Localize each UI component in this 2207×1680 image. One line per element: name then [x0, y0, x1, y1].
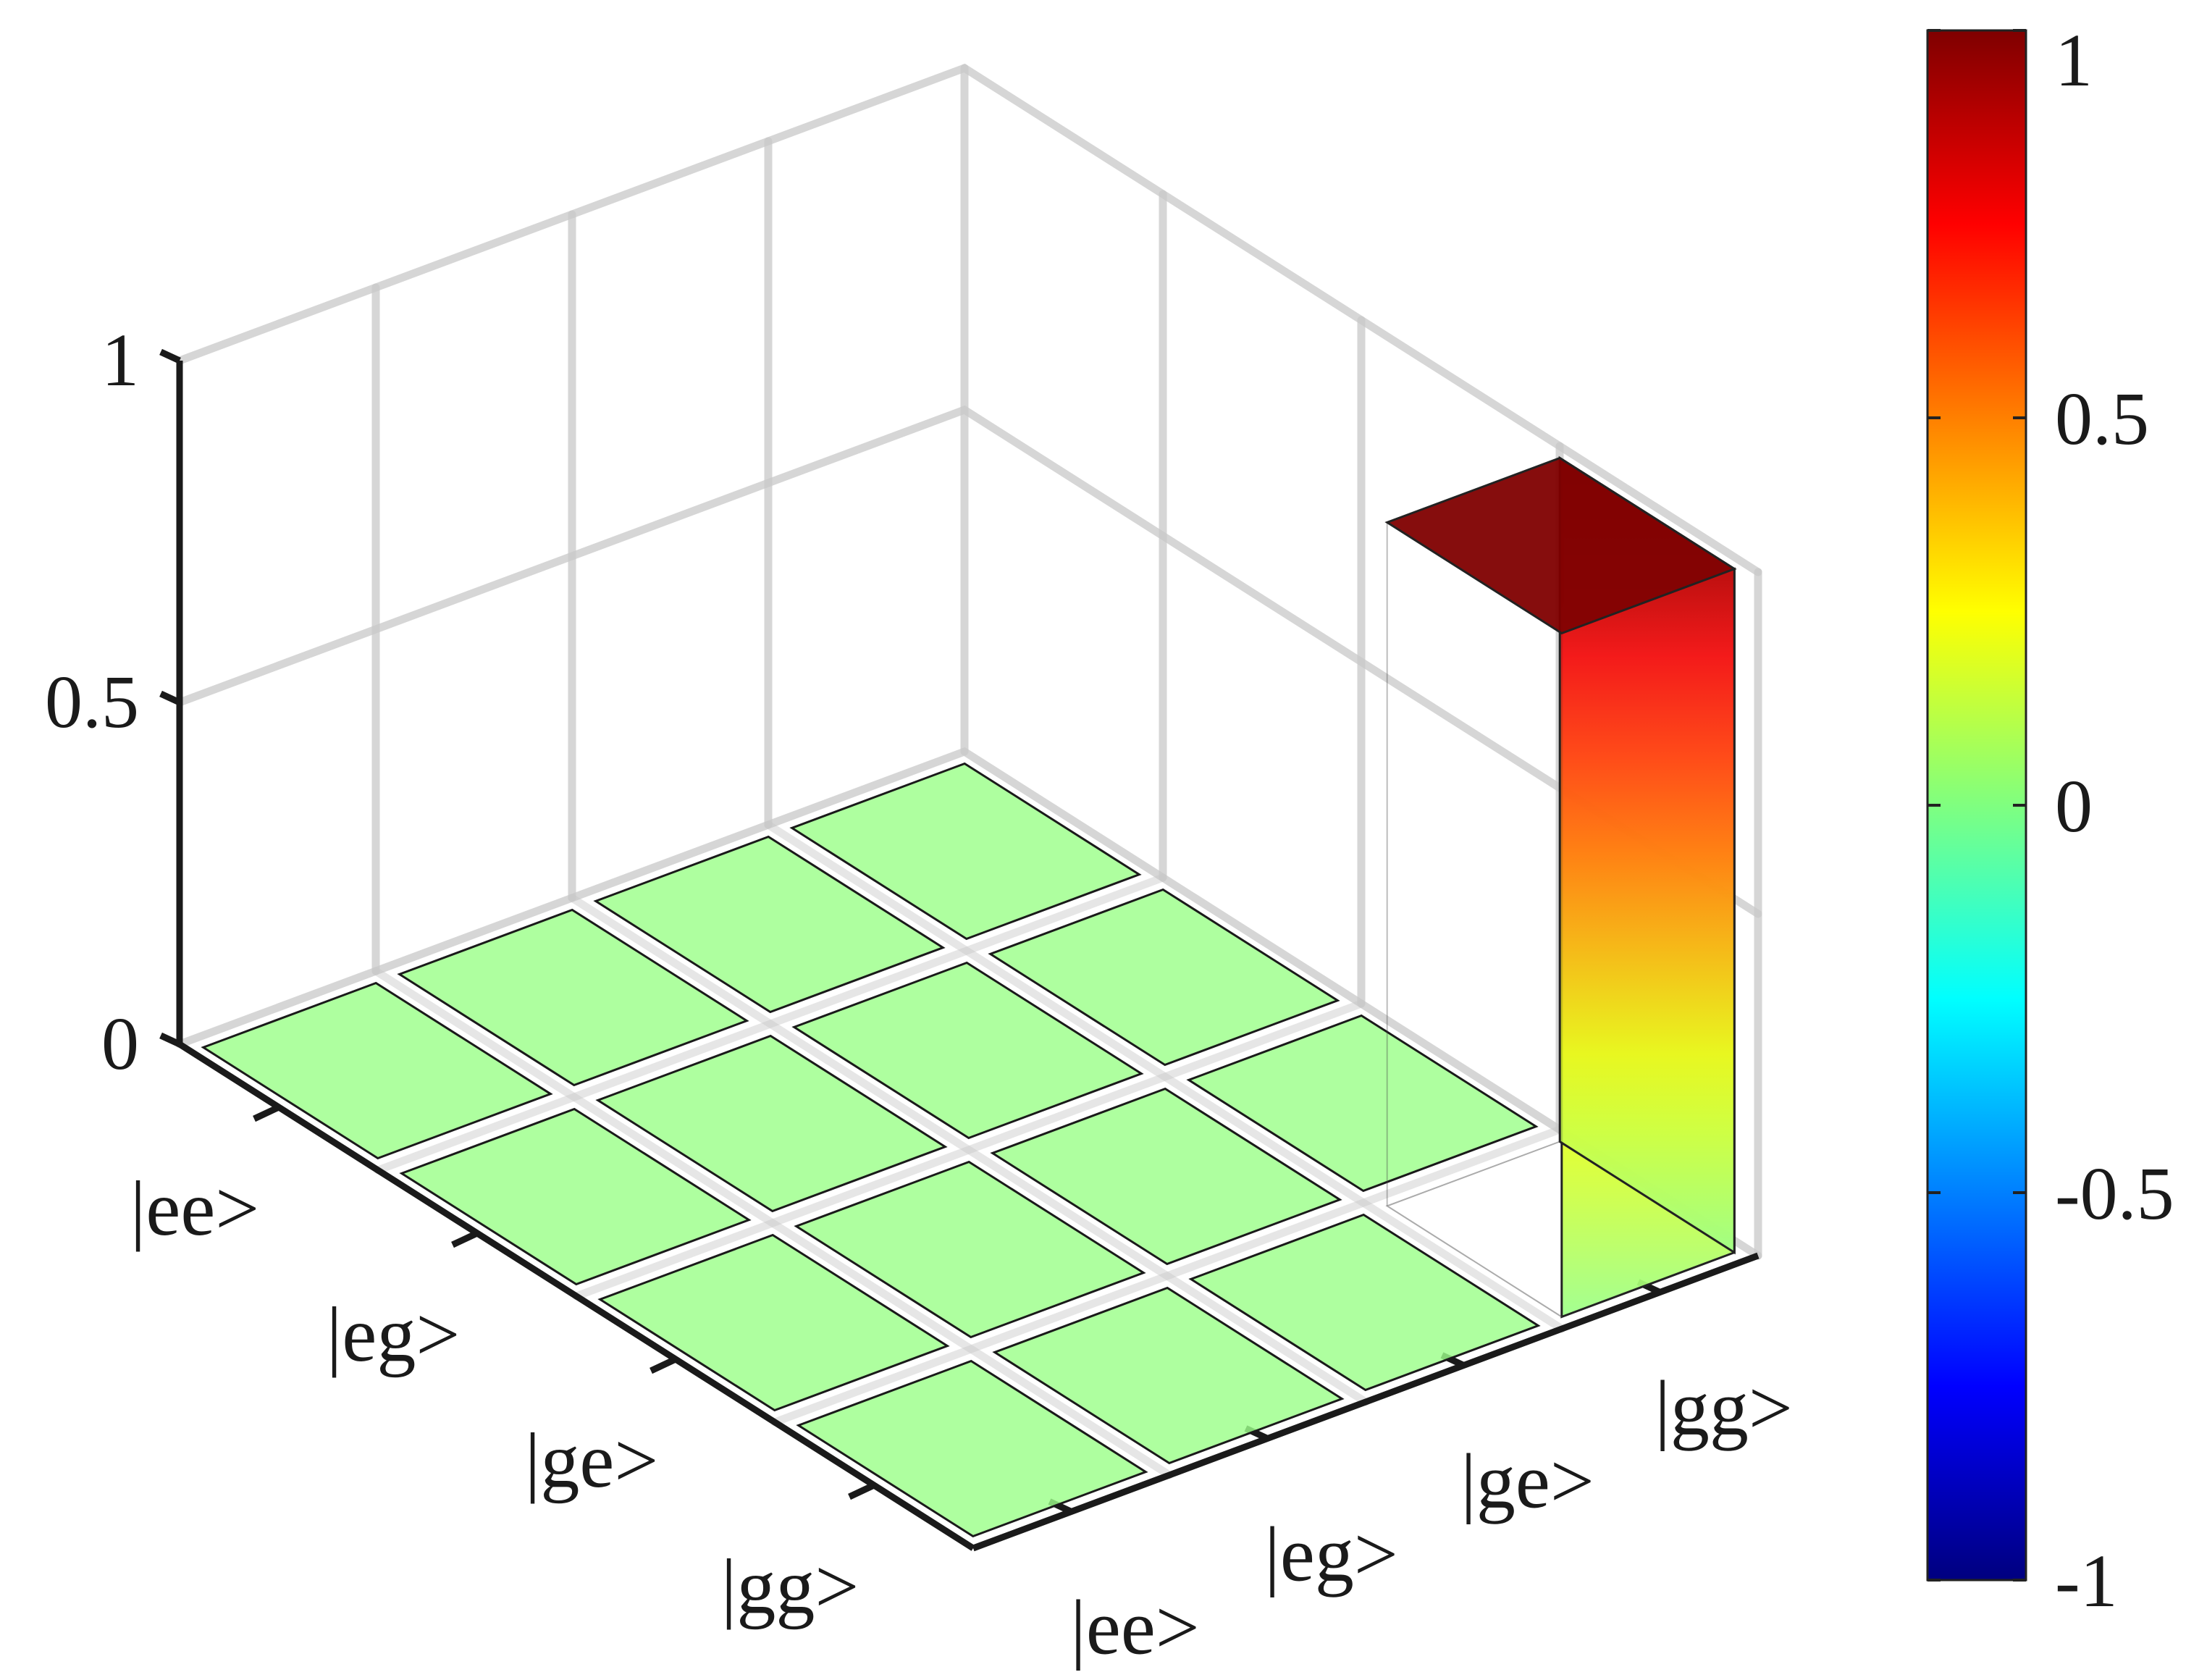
z-tick-mark — [159, 1032, 181, 1048]
bar-tile — [595, 1034, 948, 1213]
row-axis-line — [177, 1041, 975, 1551]
bar-tile — [796, 1359, 1148, 1538]
column-tick-label: |eg> — [1264, 1512, 1397, 1598]
bar-tile — [992, 1286, 1345, 1465]
colorbar-tick-label: -0.5 — [2055, 1152, 2174, 1235]
colorbar-gradient — [1926, 29, 2027, 1582]
bar-tile — [791, 961, 1144, 1140]
row-tick-mark — [848, 1482, 875, 1500]
colorbar-tick-label: -1 — [2055, 1540, 2118, 1623]
grid-line-floor — [374, 873, 1167, 1175]
grid-line-z — [175, 63, 1762, 576]
colorbar-tick-label: 0 — [2055, 765, 2093, 848]
colorbar: 1 0.5 0 -0.5 -1 — [1926, 19, 2174, 1623]
z-tick-label: 1 — [101, 319, 139, 402]
row-tick-label: |eg> — [327, 1292, 460, 1378]
bar-tile — [1188, 1213, 1541, 1392]
row-tick-label: |gg> — [721, 1544, 859, 1630]
column-tick-label: |ee> — [1070, 1585, 1199, 1671]
z-tick-mark — [159, 348, 181, 364]
bar-tile — [597, 1233, 950, 1412]
row-tick-mark — [650, 1356, 677, 1374]
grid-line-floor — [770, 1125, 1564, 1427]
row-tick-label: |ee> — [130, 1166, 259, 1252]
column-axis-line — [972, 1252, 1760, 1552]
axis-labels: 0 0.5 1 |ee> |eg> |ge> |gg> |ee> |eg> |ge> |gg> — [45, 319, 1793, 1671]
bar-tile — [988, 888, 1340, 1067]
grid-line-floor — [371, 967, 1174, 1479]
row-tick-label: |ge> — [525, 1418, 658, 1504]
axes-grid — [175, 63, 1762, 1479]
grid-line-floor — [572, 999, 1366, 1301]
grid-line-z — [175, 747, 1762, 1260]
z-tick-label: 0 — [101, 1002, 139, 1085]
z-tick-mark — [159, 690, 181, 706]
bar-tile — [593, 835, 946, 1014]
bar-tile — [397, 908, 749, 1087]
bar-tile — [201, 981, 553, 1160]
grid-line-floor — [568, 894, 1370, 1406]
bar-tile — [1186, 1014, 1539, 1193]
colorbar-ticks: 1 0.5 0 -0.5 -1 — [1928, 19, 2174, 1623]
bar-tile — [794, 1160, 1146, 1339]
column-tick-label: |ge> — [1460, 1439, 1594, 1525]
colorbar-tick-label: 1 — [2055, 19, 2093, 102]
bar-tiles — [201, 762, 1541, 1538]
row-tick-mark — [451, 1230, 479, 1248]
bar-tile — [789, 762, 1142, 941]
grid-line-z — [175, 405, 1762, 918]
column-tick-label: |gg> — [1655, 1366, 1793, 1452]
bar-tile — [990, 1087, 1342, 1266]
bar-tile — [399, 1107, 752, 1286]
row-tick-mark — [253, 1104, 280, 1122]
bar-top-face — [1384, 456, 1737, 635]
bar-hidden-edge — [1385, 1141, 1563, 1318]
z-tick-label: 0.5 — [45, 660, 139, 744]
colorbar-tick-label: 0.5 — [2055, 377, 2149, 461]
grid-line-floor — [764, 820, 1566, 1333]
tall-bars — [1384, 455, 1737, 1319]
bar-|gg>-|gg> — [1384, 455, 1737, 1319]
